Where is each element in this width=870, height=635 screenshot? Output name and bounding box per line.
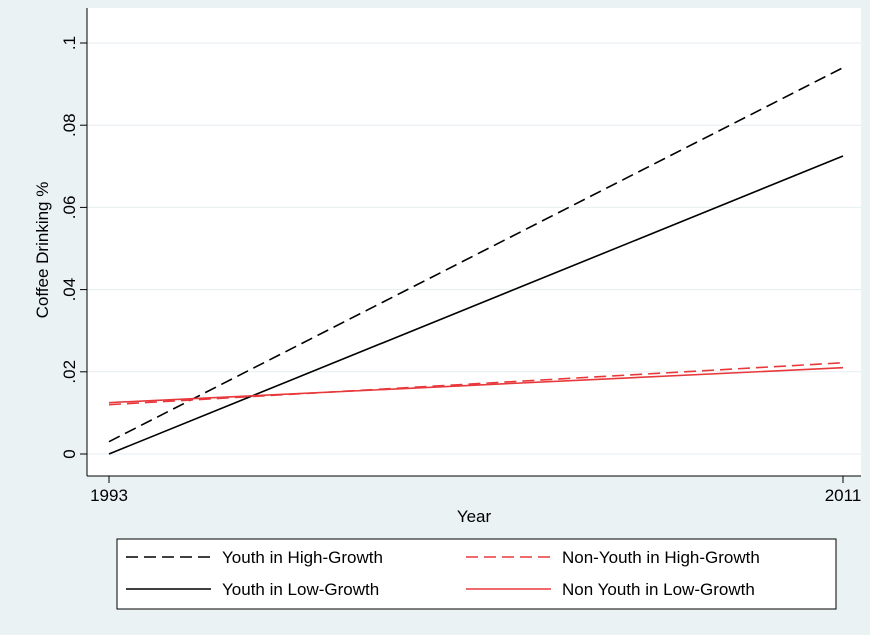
- y-tick-label: .02: [60, 360, 79, 384]
- legend-label: Non Youth in Low-Growth: [562, 580, 755, 599]
- series-line: [108, 155, 844, 455]
- series-line: [108, 366, 844, 404]
- x-axis-title: Year: [457, 507, 492, 526]
- x-tick-label: 1993: [90, 486, 128, 505]
- series-line: [108, 361, 844, 406]
- y-tick-label: .06: [60, 196, 79, 220]
- legend: Youth in High-Growth Non-Youth in High-Gr…: [126, 548, 760, 599]
- axes: 0 .02 .04 .06 .08 .1 1993 2011: [60, 8, 861, 505]
- y-tick-label: .04: [60, 278, 79, 302]
- y-tick-label: .1: [60, 36, 79, 50]
- y-axis-title: Coffee Drinking %: [33, 182, 52, 319]
- x-tick-label: 2011: [825, 486, 862, 505]
- grid-lines: [87, 42, 861, 455]
- y-tick-label: .08: [60, 113, 79, 137]
- legend-label: Youth in Low-Growth: [222, 580, 379, 599]
- legend-label: Youth in High-Growth: [222, 548, 383, 567]
- series-line: [108, 66, 844, 443]
- legend-label: Non-Youth in High-Growth: [562, 548, 760, 567]
- legend-box: [116, 538, 837, 610]
- series-lines: [108, 66, 844, 455]
- plot-area: [87, 8, 861, 476]
- y-tick-label: 0: [60, 449, 79, 458]
